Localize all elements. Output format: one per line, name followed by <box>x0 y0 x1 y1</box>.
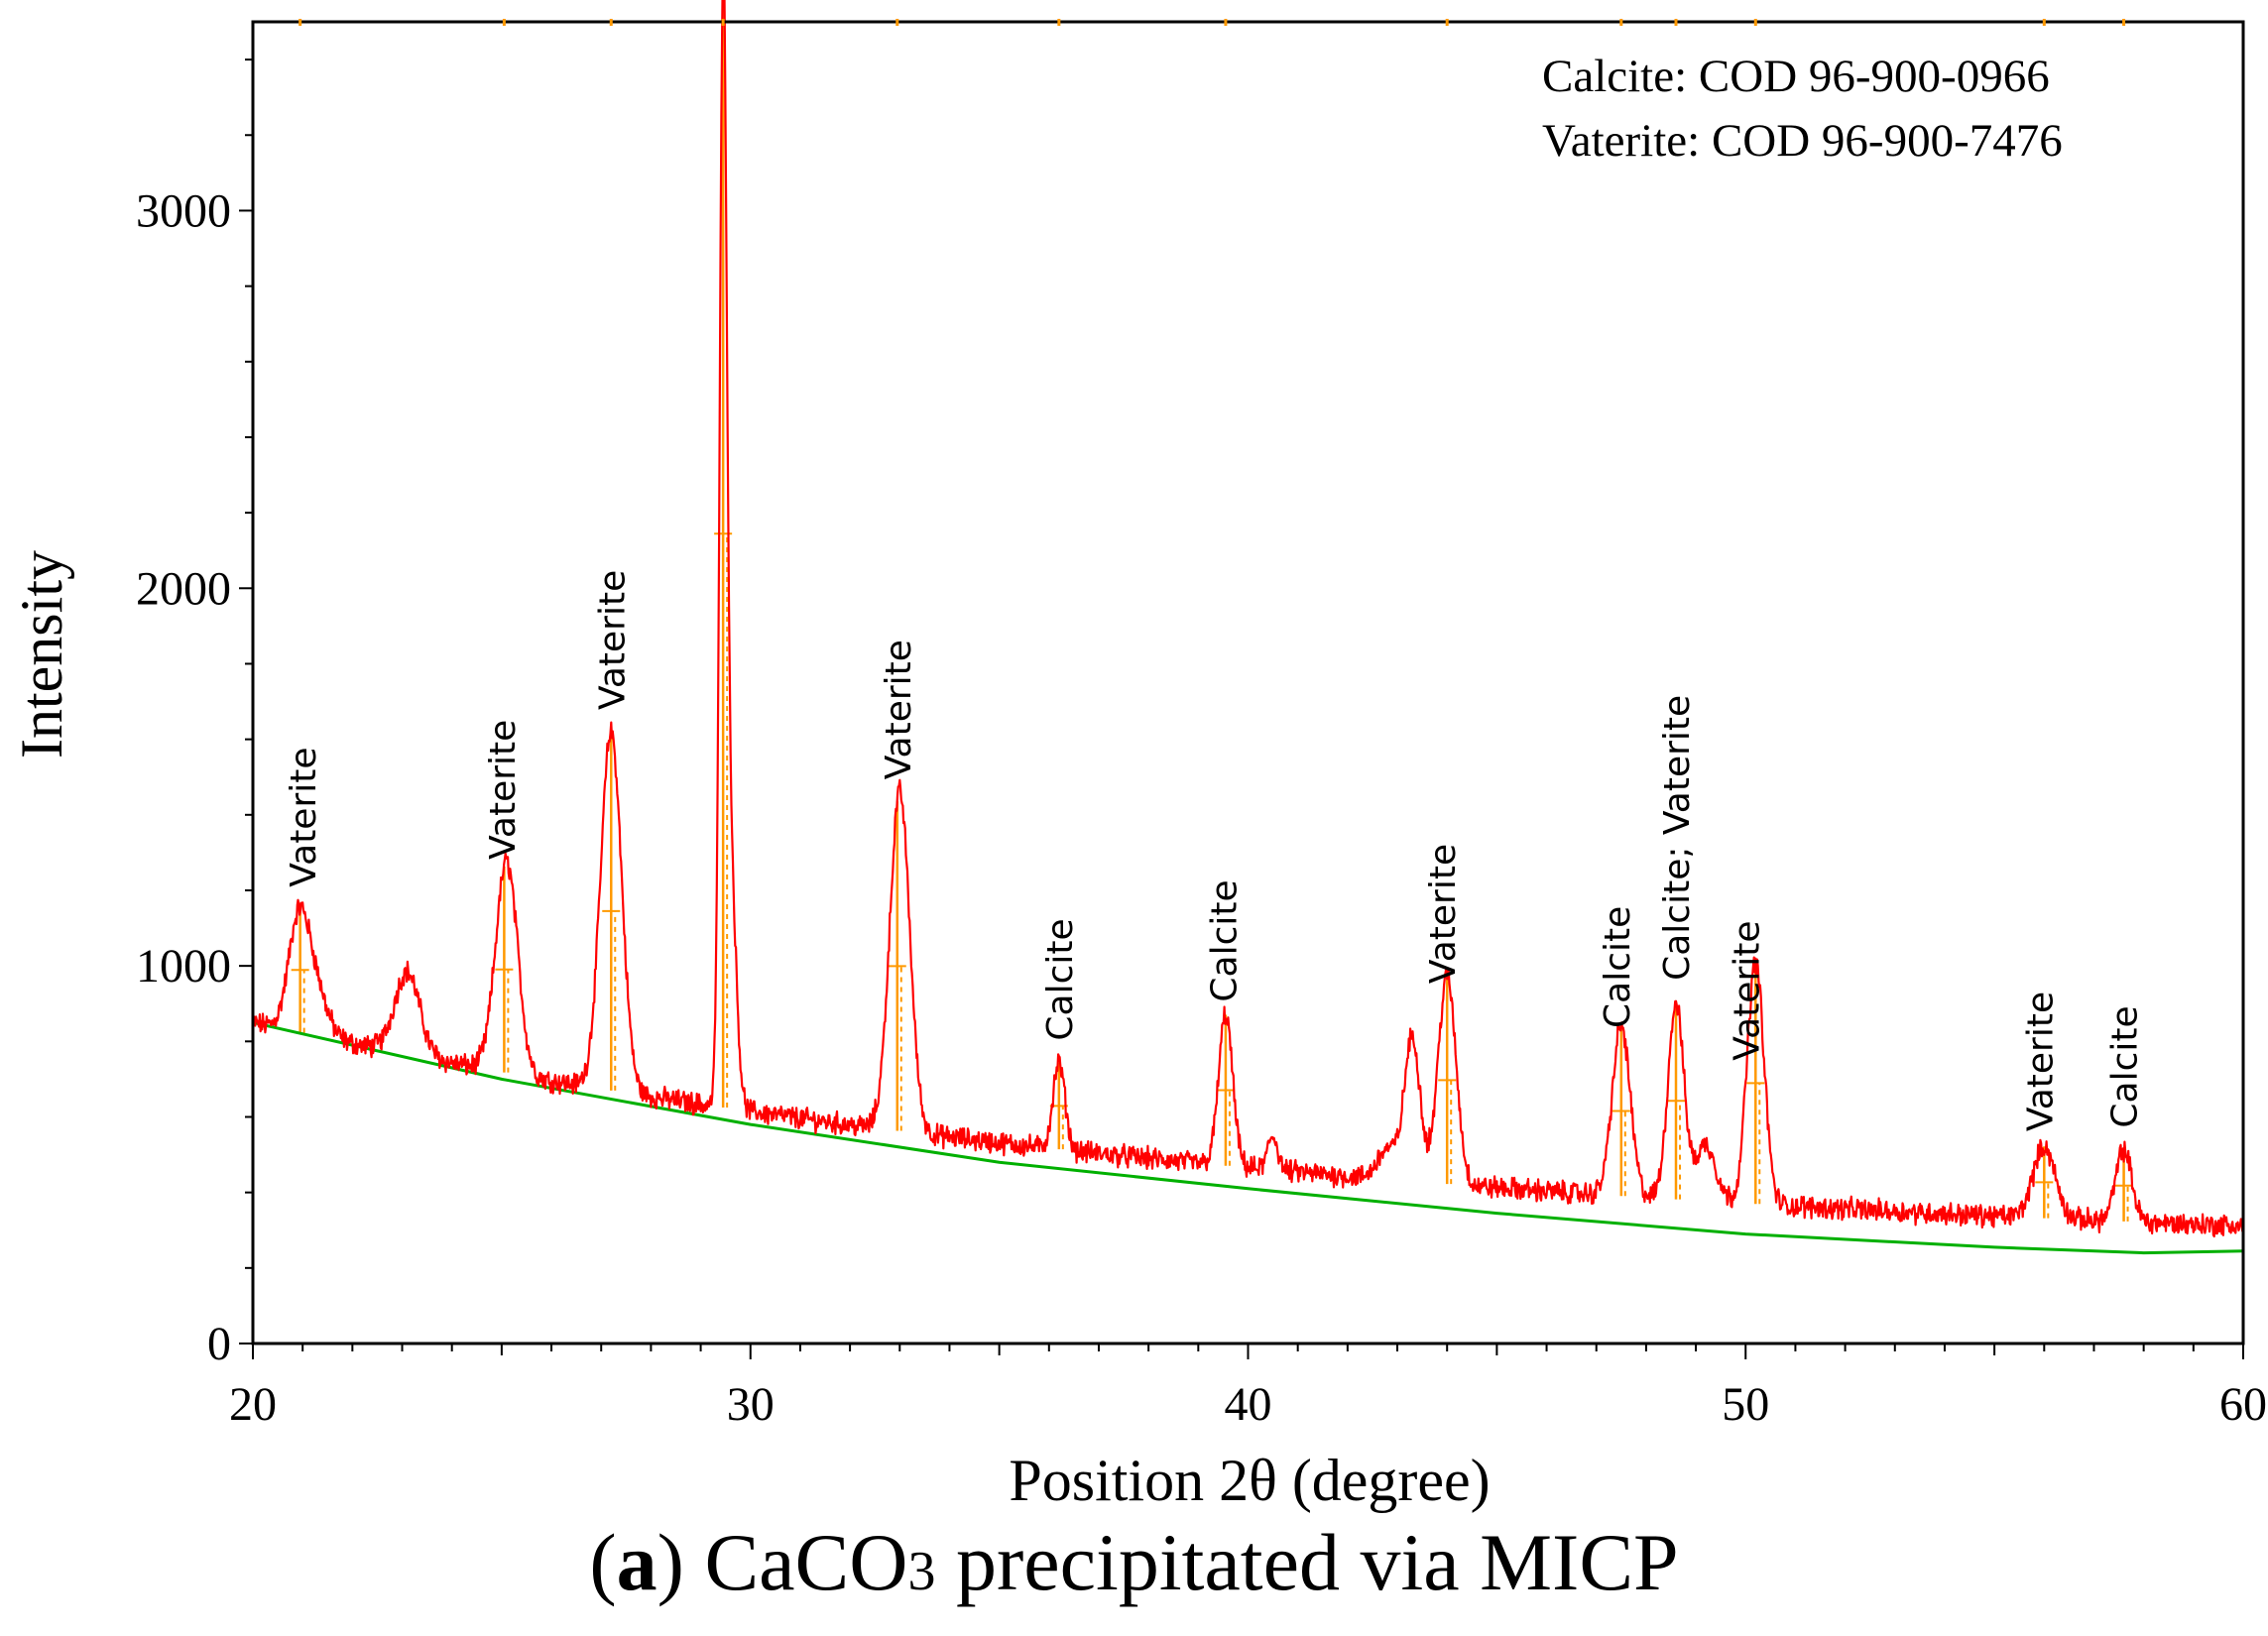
x-tick-label: 50 <box>1722 1378 1769 1431</box>
x-tick-label: 40 <box>1225 1378 1272 1431</box>
legend-line-calcite: Calcite: COD 96-900-0966 <box>1542 51 2050 102</box>
peak-annotation: Calcite; Vaterite <box>1657 695 1698 981</box>
x-tick-label: 20 <box>229 1378 277 1431</box>
axes: 20 30 40 50 60 0 1000 2000 3000 <box>136 19 2267 1431</box>
caption-close: ) <box>657 1517 684 1607</box>
caption-text: CaCO <box>704 1517 908 1607</box>
peak-annotation: Vaterite <box>1423 844 1464 984</box>
peak-annotation: Vaterite <box>284 747 324 886</box>
peak-annotation: Calcite <box>2105 1005 2146 1127</box>
peak-annotation: Vaterite <box>483 720 524 860</box>
peak-annotation: Calcite <box>1040 918 1081 1040</box>
x-tick-label: 30 <box>727 1378 775 1431</box>
plot-frame <box>251 20 2245 1345</box>
y-tick-label: 1000 <box>136 940 231 993</box>
peak-annotations: Vaterite Vaterite Vaterite Calcite Vaterite C… <box>284 570 2146 1131</box>
peak-annotation: Calcite <box>1598 906 1638 1028</box>
measured-pattern-line <box>251 0 2245 1238</box>
background-line <box>252 1020 2244 1255</box>
peak-annotation: Calcite <box>1204 879 1245 1001</box>
reference-sticks <box>291 0 2133 1222</box>
caption-label: a <box>616 1517 657 1607</box>
y-tick-label: 0 <box>207 1318 231 1370</box>
peak-annotation: Vaterite <box>592 570 633 710</box>
y-tick-label: 2000 <box>136 562 231 615</box>
peak-annotation: Vaterite <box>1727 920 1767 1060</box>
legend-line-vaterite: Vaterite: COD 96-900-7476 <box>1542 115 2063 167</box>
peak-annotation: Vaterite <box>2020 992 2061 1131</box>
figure-caption: (a) CaCO3 precipitated via MICP <box>0 1522 2268 1603</box>
y-tick-label: 3000 <box>136 184 231 237</box>
caption-text-rest: precipitated via MICP <box>935 1517 1679 1607</box>
caption-subscript: 3 <box>907 1541 936 1602</box>
peak-annotation: Vaterite <box>879 640 919 779</box>
x-axis-label: Position 2θ (degree) <box>1009 1448 1490 1513</box>
x-tick-label: 60 <box>2219 1378 2267 1431</box>
y-axis-label: Intensity <box>9 550 74 759</box>
caption-open: ( <box>589 1517 617 1607</box>
